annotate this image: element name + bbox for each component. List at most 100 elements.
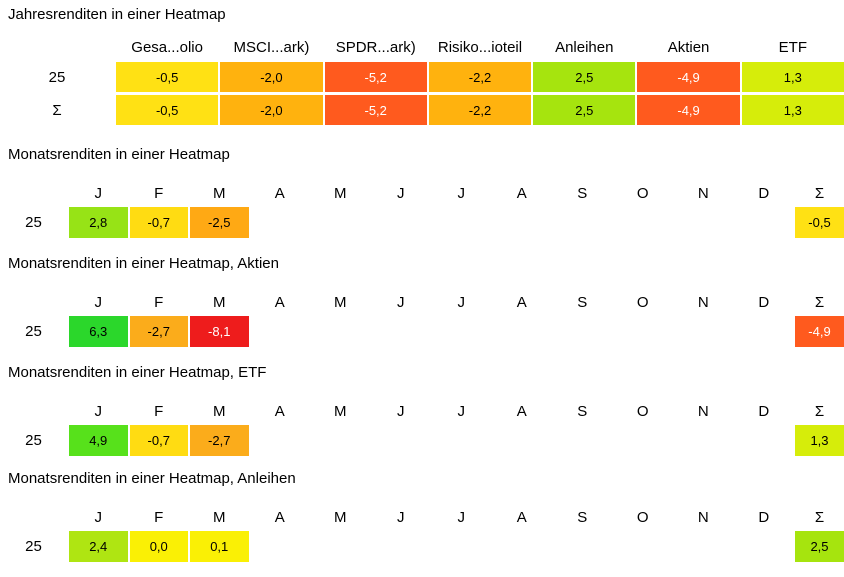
heatmap-cell-empty [311,425,370,456]
heatmap-cell-empty [372,316,431,347]
column-header: J [457,403,466,420]
row-label: 25 [48,68,66,86]
heatmap-cell-empty [614,531,673,562]
column-header: N [697,294,709,311]
corner-spacer [0,40,114,59]
heatmap-cell: -0,5 [795,207,844,238]
column-header: J [457,185,466,202]
heatmap-cell-empty [735,316,794,347]
section-title: Jahresrenditen in einer Heatmap [8,6,226,23]
heatmap-cell-empty [493,531,552,562]
section-title: Monatsrenditen in einer Heatmap [8,146,230,163]
heatmap-cell: 6,3 [69,316,128,347]
heatmap-cell-empty [735,425,794,456]
corner-spacer [0,289,67,314]
heatmap-cell: 2,5 [533,62,636,92]
heatmap-cell-empty [553,316,612,347]
heatmap-cell-empty [251,425,310,456]
heatmap-cell-empty [372,531,431,562]
heatmap-cell: -2,0 [220,62,323,92]
column-header: M [213,294,226,311]
column-header: F [154,185,164,202]
heatmap-cell-empty [493,425,552,456]
heatmap-cell: -0,7 [129,425,188,456]
corner-spacer [0,180,67,205]
heatmap-cell-empty [614,316,673,347]
column-header: A [274,403,285,420]
column-header: J [397,403,405,420]
column-header: A [274,294,285,311]
heatmap-cell: 2,5 [795,531,844,562]
column-header: F [154,509,164,526]
column-header: A [516,509,527,526]
heatmap-cell: -4,9 [637,62,740,92]
heatmap-cell-empty [553,207,612,238]
column-header: M [334,403,347,420]
column-header: J [94,403,103,420]
heatmap-cell: -0,7 [129,207,188,238]
heatmap-cell-empty [553,531,612,562]
heatmap-cell-empty [372,425,431,456]
heatmap-cell-empty [614,207,673,238]
column-header: ETF [778,39,808,56]
heatmap-cell: 2,8 [69,207,128,238]
heatmap-table: Gesa...olio MSCI...ark) SPDR...ark) Risiko.… [0,39,844,125]
heatmap-table: J F M A M J J A S O N D Σ 25 2,8 -0,7 -2,5 -0,5 [0,180,844,238]
heatmap-cell-empty [493,207,552,238]
heatmap-cell-empty [432,425,491,456]
column-header: A [274,509,285,526]
heatmap-cell-empty [432,316,491,347]
column-header: Σ [814,294,825,311]
heatmap-cell-empty [311,207,370,238]
section-title: Monatsrenditen in einer Heatmap, Aktien [8,255,279,272]
column-header: F [154,294,164,311]
heatmap-cell: -2,2 [428,62,532,92]
column-header: O [636,403,649,420]
heatmap-cell: -2,7 [190,425,249,456]
column-header: MSCI...ark) [233,39,310,56]
section-title: Monatsrenditen in einer Heatmap, Anleihe… [8,470,296,487]
heatmap-cell: 1,3 [741,95,844,125]
heatmap-cell-empty [735,207,794,238]
column-header: S [577,185,588,202]
column-header: S [577,509,588,526]
heatmap-cell-empty [251,316,310,347]
heatmap-cell: -0,5 [116,95,219,125]
column-header: O [636,294,649,311]
corner-spacer [0,398,67,423]
row-label: Σ [52,101,62,119]
heatmap-cell-empty [674,207,733,238]
column-header: D [758,185,770,202]
column-header: J [397,509,405,526]
row-label: 25 [25,214,42,231]
heatmap-cell: -0,5 [116,62,219,92]
column-header: M [213,185,226,202]
column-header: J [94,185,103,202]
column-header: J [397,294,405,311]
column-header: M [213,403,226,420]
column-header: J [94,509,103,526]
column-header: Σ [814,185,825,202]
column-header: J [397,185,405,202]
column-header: N [697,185,709,202]
heatmap-cell: 0,1 [190,531,249,562]
column-header: O [636,509,649,526]
column-header: Gesa...olio [131,39,203,56]
row-label: 25 [25,432,42,449]
heatmap-cell: 1,3 [741,62,844,92]
column-header: S [577,403,588,420]
column-header: J [457,509,466,526]
heatmap-cell-empty [432,531,491,562]
column-header: A [274,185,285,202]
column-header: F [154,403,164,420]
heatmap-cell: -2,0 [220,95,323,125]
heatmap-cell-empty [311,531,370,562]
column-header: M [213,509,226,526]
column-header: N [697,509,709,526]
heatmap-cell-empty [493,316,552,347]
heatmap-cell: 4,9 [69,425,128,456]
column-header: A [516,294,527,311]
column-header: J [457,294,466,311]
heatmap-cell-empty [251,207,310,238]
heatmap-cell: -2,5 [190,207,249,238]
